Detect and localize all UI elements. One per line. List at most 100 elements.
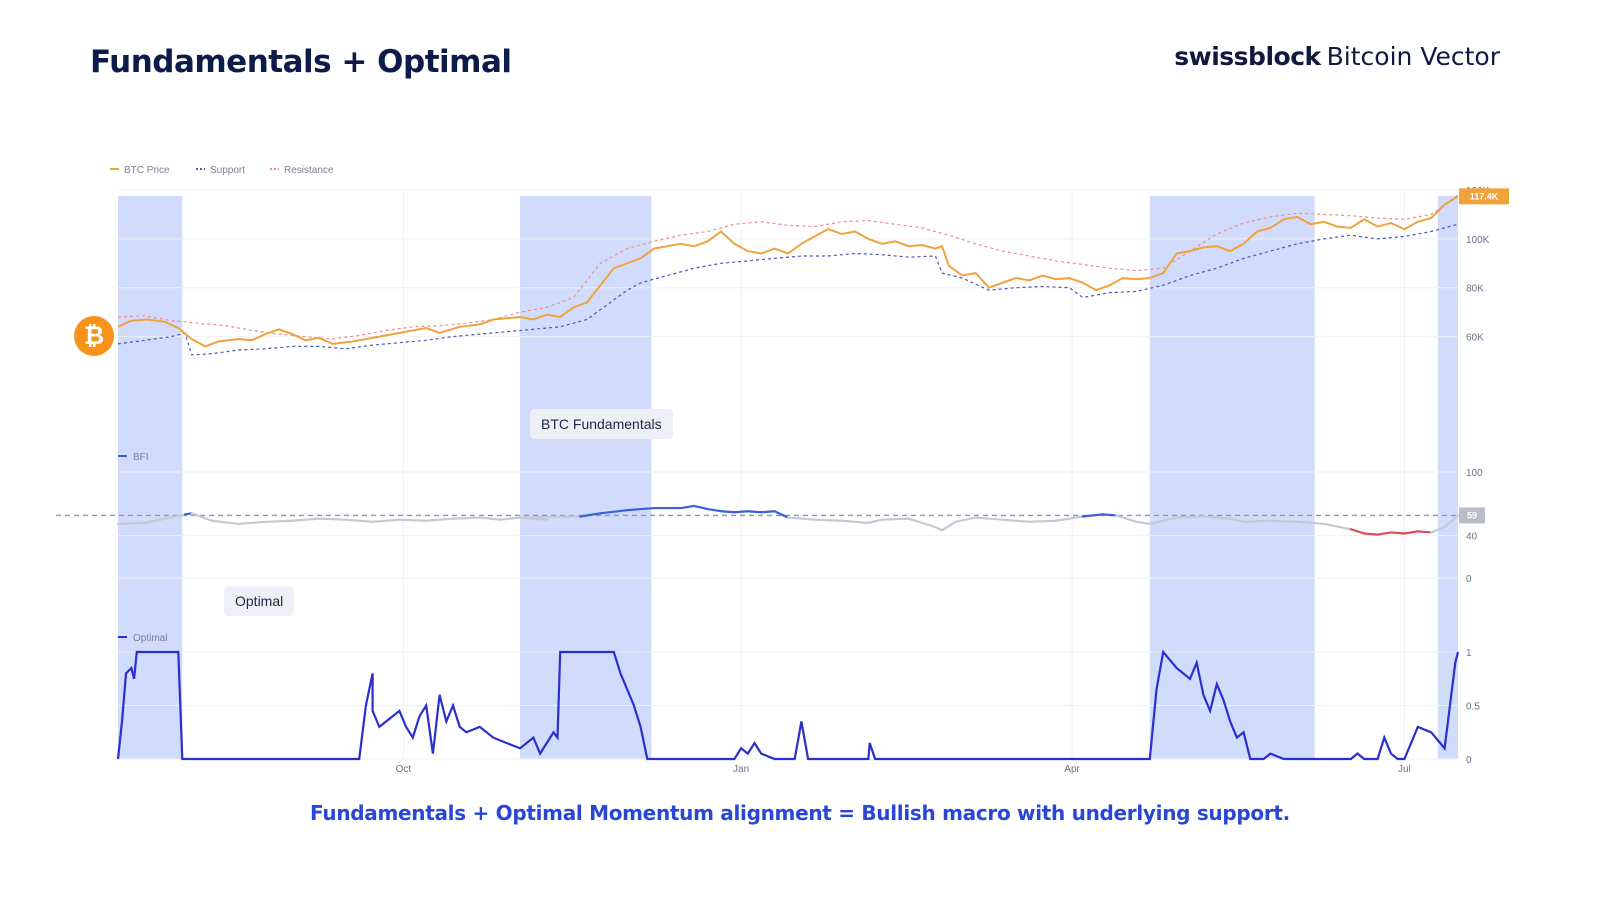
optimal-y-tick-label: 1 (1466, 648, 1472, 659)
bfi-line-segment (954, 516, 977, 523)
bfi-line-segment (1403, 530, 1419, 535)
bfi-line-segment (840, 519, 870, 524)
bfi-line-segment (733, 510, 749, 514)
bfi-y-tick-label: 40 (1466, 532, 1478, 543)
bfi-line-segment (1416, 530, 1433, 534)
bfi-line-segment (1028, 519, 1058, 523)
bfi-line-segment (1376, 531, 1393, 536)
bfi-line-segment (237, 520, 267, 526)
bfi-line-segment (1322, 522, 1352, 531)
brand-product: Bitcoin Vector (1326, 42, 1500, 71)
bfi-line-segment (599, 509, 629, 515)
shaded-region-2 (1149, 196, 1315, 759)
bfi-legend-label: BFI (133, 452, 149, 463)
bfi-line-segment (344, 518, 374, 523)
bfi-line-segment (1054, 515, 1084, 522)
bfi-line-segment (1001, 518, 1031, 523)
price-y-tick-label: 60K (1466, 333, 1484, 344)
bfi-line-segment (934, 526, 944, 532)
price-y-tick-label: 100K (1466, 235, 1490, 246)
bfi-line-segment (116, 521, 146, 526)
bfi-last-value-label: 59 (1467, 510, 1477, 520)
x-tick-label: Jan (733, 764, 749, 775)
bfi-line-segment (1269, 519, 1299, 523)
bfi-line-segment (813, 518, 843, 522)
bfi-line-segment (1349, 528, 1366, 535)
legend-label: Support (210, 165, 245, 176)
bfi-line-segment (1175, 515, 1205, 519)
bfi-last-value-badge (1459, 507, 1485, 524)
bfi-line-segment (143, 517, 166, 524)
price-last-value-badge (1459, 188, 1509, 205)
bfi-line-segment (425, 517, 455, 522)
bfi-line-segment (920, 521, 937, 529)
bfi-line-segment (317, 517, 347, 521)
panel-label-fundamentals: BTC Fundamentals (530, 409, 673, 439)
optimal-line (116, 649, 1460, 761)
bfi-line-segment (693, 504, 709, 511)
bfi-line-segment (1296, 520, 1326, 526)
bfi-line-segment (1430, 526, 1446, 534)
price-y-tick-label: 80K (1466, 284, 1484, 295)
bfi-line-segment (210, 519, 240, 526)
x-tick-label: Jul (1398, 764, 1411, 775)
bfi-line-segment (1363, 532, 1379, 536)
bfi-line-segment (1135, 520, 1151, 526)
bfi-line-segment (190, 512, 213, 522)
bfi-line-segment (398, 518, 428, 522)
bitcoin-icon: ₿ (74, 316, 114, 356)
bfi-line-segment (974, 516, 1004, 521)
bfi-line-segment (371, 518, 401, 523)
bfi-line-segment (1229, 517, 1245, 523)
bfi-line-segment (706, 508, 723, 513)
shaded-region-3 (1437, 196, 1458, 759)
bfi-line-segment (1101, 513, 1118, 517)
bfi-line-segment (478, 516, 501, 521)
bfi-line-segment (1443, 514, 1460, 529)
bfi-line-segment (498, 516, 522, 521)
bfi-line-segment (1202, 515, 1232, 520)
x-tick-label: Oct (396, 764, 412, 775)
optimal-y-tick-label: 0 (1466, 755, 1472, 766)
bfi-line-segment (183, 512, 193, 516)
bfi-line-segment (1242, 519, 1272, 523)
bfi-line-segment (786, 516, 816, 521)
bfi-line-segment (746, 510, 763, 514)
bfi-line-segment (880, 517, 910, 521)
support-line (117, 223, 1459, 356)
bfi-line-segment (679, 504, 696, 510)
brand-name: swissblock (1174, 42, 1321, 71)
bfi-line-segment (579, 512, 602, 518)
legend-label: Resistance (284, 165, 334, 176)
bfi-line-segment (264, 519, 294, 523)
bfi-line-segment (1081, 513, 1105, 518)
bfi-line-segment (163, 513, 187, 520)
bfi-y-tick-label: 0 (1466, 574, 1472, 585)
bfi-line-segment (1389, 531, 1406, 535)
bfi-line-segment (451, 516, 481, 520)
shaded-region-0 (118, 196, 183, 759)
bfi-line-segment (907, 517, 924, 524)
page-title: Fundamentals + Optimal (90, 44, 512, 80)
optimal-y-tick-label: 0.5 (1466, 702, 1480, 713)
bfi-line-segment (1115, 514, 1138, 523)
brand-logo: swissblock Bitcoin Vector (1174, 42, 1500, 71)
bfi-line-segment (626, 506, 656, 512)
bfi-line-segment (291, 517, 321, 522)
legend-label: BTC Price (124, 165, 170, 176)
bfi-line-segment (773, 510, 790, 519)
bfi-line-segment (719, 510, 736, 514)
bfi-line-segment (1148, 516, 1178, 526)
bfi-line-segment (940, 520, 957, 532)
shaded-region-1 (520, 196, 652, 759)
bfi-line-segment (867, 518, 883, 524)
bfi-y-tick-label: 100 (1466, 468, 1483, 479)
optimal-legend-label: Optimal (133, 633, 167, 644)
panel-label-optimal: Optimal (224, 586, 295, 616)
price-last-value-label: 117.4K (1470, 191, 1499, 201)
bfi-line-segment (760, 510, 776, 514)
btc-price-line (117, 195, 1459, 348)
bfi-line-segment (518, 515, 582, 519)
caption: Fundamentals + Optimal Momentum alignmen… (310, 801, 1290, 825)
